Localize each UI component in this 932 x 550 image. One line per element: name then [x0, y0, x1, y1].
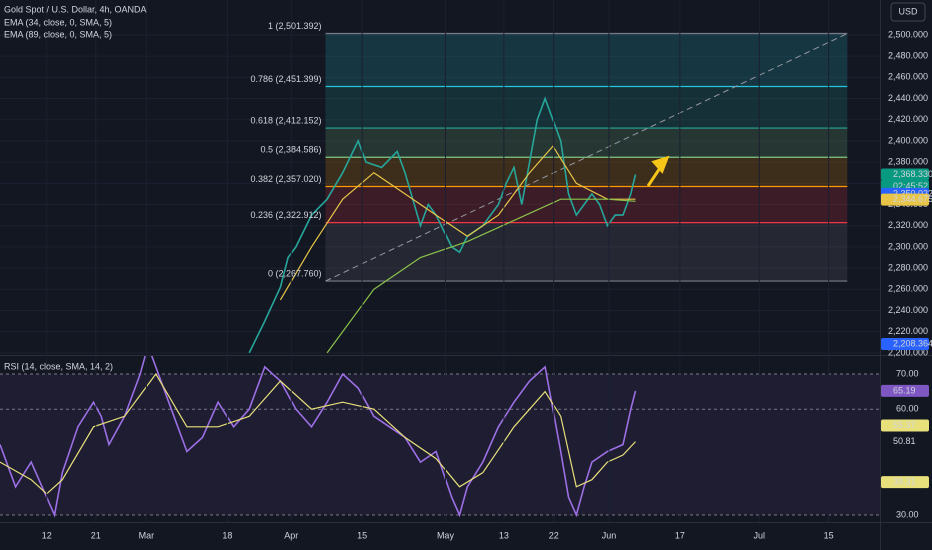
x-tick-label: Jul: [754, 530, 766, 540]
series-line: [0, 372, 636, 495]
indicator: EMA (34, close, 0, SMA, 5): [4, 17, 112, 27]
series-line: [326, 198, 636, 354]
fib-zone: [325, 157, 848, 187]
y-tick-label: 2,240.000: [888, 305, 928, 315]
fib-zone: [325, 86, 848, 129]
y-tick-label: 2,320.000: [888, 220, 928, 230]
x-tick-label: Mar: [139, 530, 155, 540]
x-tick-label: May: [437, 530, 455, 540]
price-badge: [881, 338, 929, 351]
trend-line: [325, 33, 848, 282]
price-badge: [881, 435, 929, 448]
price-badge: [881, 193, 929, 206]
fib-label: 0.5 (2,384.586): [260, 145, 321, 155]
badge-label: 2,368.330: [893, 169, 932, 179]
price-badge: [881, 476, 929, 489]
y-tick-label: 2,260.000: [888, 284, 928, 294]
y-tick-label: 60.00: [896, 404, 919, 414]
badge-label: 2,350.022: [893, 188, 932, 198]
fib-label: 1 (2,501.392): [268, 21, 322, 31]
x-tick-label: 12: [42, 530, 52, 540]
badge-label: 2,344.675: [893, 194, 932, 204]
fib-label: 0.786 (2,451.399): [250, 74, 321, 84]
rsi-title: RSI (14, close, SMA, 14, 2): [4, 361, 113, 371]
fib-label: 0.236 (2,322.912): [250, 210, 321, 220]
badge-label: 55.37: [893, 420, 916, 430]
y-tick-label: 70.00: [896, 368, 919, 378]
y-tick-label: 2,280.000: [888, 262, 928, 272]
y-tick-label: 2,200.000: [888, 347, 928, 357]
price-badge: [881, 168, 929, 181]
x-tick-label: 15: [357, 530, 367, 540]
y-tick-label: 2,420.000: [888, 114, 928, 124]
fib-zone: [325, 186, 848, 223]
x-tick-label: 13: [499, 530, 509, 540]
price-badge: [881, 419, 929, 432]
y-tick-label: 30.00: [896, 509, 919, 519]
badge-label: 50.81: [893, 436, 916, 446]
currency-button[interactable]: [890, 2, 926, 22]
x-tick-label: 15: [824, 530, 834, 540]
fib-label: 0.382 (2,357.020): [250, 174, 321, 184]
y-tick-label: 2,440.000: [888, 93, 928, 103]
fib-label: 0 (2,267.760): [268, 268, 322, 278]
fib-zone: [325, 128, 848, 158]
arrow: [646, 155, 670, 187]
series-line: [279, 145, 636, 301]
price-pane: [0, 32, 880, 354]
y-tick-label: 2,300.000: [888, 241, 928, 251]
price-badge: [881, 384, 929, 397]
x-tick-label: 18: [222, 530, 232, 540]
y-tick-label: 2,460.000: [888, 72, 928, 82]
y-tick-label: 2,400.000: [888, 135, 928, 145]
badge-label: 39.31: [893, 477, 916, 487]
y-tick-label: 2,220.000: [888, 326, 928, 336]
fib-label: 0.618 (2,412.152): [250, 115, 321, 125]
currency[interactable]: USD: [898, 6, 918, 16]
x-tick-label: 17: [675, 530, 685, 540]
y-tick-label: 2,500.000: [888, 29, 928, 39]
fib-zone: [325, 222, 848, 282]
y-tick-label: 2,380.000: [888, 157, 928, 167]
x-tick-label: Jun: [602, 530, 617, 540]
x-tick-label: Apr: [284, 530, 298, 540]
x-tick-label: 21: [91, 530, 101, 540]
fib-zone: [325, 33, 848, 87]
countdown: 02:45:52: [893, 181, 928, 191]
y-tick-label: 2,480.000: [888, 51, 928, 61]
badge-label: 65.19: [893, 385, 916, 395]
x-tick-label: 22: [549, 530, 559, 540]
indicator: EMA (89, close, 0, SMA, 5): [4, 29, 112, 39]
badge-label: 2,208.364: [893, 338, 932, 348]
symbol: Gold Spot / U.S. Dollar, 4h, OANDA: [4, 4, 147, 14]
series-line: [0, 356, 637, 518]
